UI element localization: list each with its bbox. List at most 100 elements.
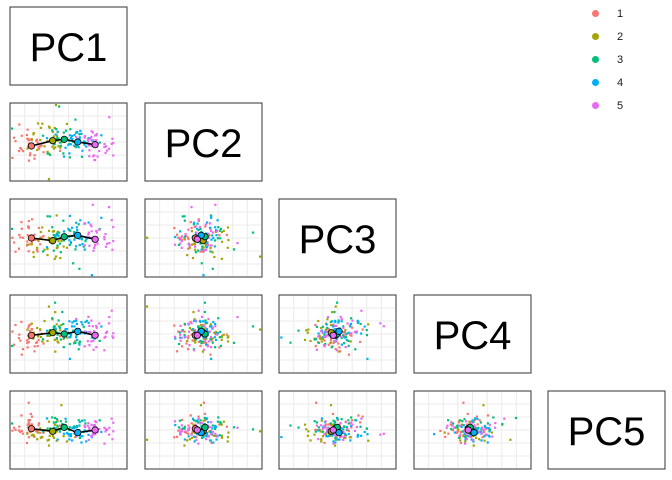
data-point bbox=[95, 229, 98, 233]
data-point bbox=[37, 424, 40, 427]
data-point bbox=[188, 244, 191, 247]
data-point bbox=[337, 319, 340, 322]
data-point bbox=[470, 438, 473, 441]
data-point bbox=[197, 219, 200, 222]
data-point bbox=[326, 326, 329, 329]
data-point bbox=[220, 338, 223, 341]
data-point bbox=[183, 238, 187, 241]
data-point bbox=[350, 416, 353, 419]
data-point bbox=[443, 431, 446, 434]
data-point bbox=[76, 130, 79, 134]
data-point bbox=[466, 412, 469, 416]
data-point bbox=[193, 242, 196, 245]
data-point bbox=[177, 429, 180, 432]
data-point bbox=[74, 248, 77, 251]
data-point bbox=[486, 441, 489, 444]
data-point bbox=[46, 253, 49, 257]
data-point bbox=[334, 438, 337, 441]
data-point bbox=[90, 135, 93, 139]
centroid-marker bbox=[91, 235, 99, 243]
centroid-marker bbox=[193, 331, 201, 339]
data-point bbox=[306, 434, 309, 437]
data-point bbox=[175, 350, 179, 353]
data-point bbox=[456, 428, 460, 431]
data-point bbox=[333, 422, 336, 426]
data-point bbox=[103, 142, 106, 146]
data-point bbox=[103, 349, 106, 352]
data-point bbox=[74, 245, 78, 248]
data-point bbox=[338, 438, 341, 441]
data-point bbox=[326, 333, 329, 336]
data-point bbox=[104, 430, 107, 433]
centroid-marker bbox=[27, 234, 36, 242]
data-point bbox=[46, 333, 49, 337]
data-point bbox=[80, 132, 83, 135]
data-point bbox=[45, 329, 49, 332]
data-point bbox=[365, 333, 369, 337]
data-point bbox=[335, 337, 338, 340]
data-point bbox=[112, 430, 115, 433]
data-point bbox=[88, 344, 91, 347]
data-point bbox=[342, 326, 345, 329]
data-point bbox=[365, 328, 368, 332]
centroid-marker bbox=[74, 327, 82, 335]
data-point bbox=[227, 335, 230, 338]
data-point bbox=[460, 425, 463, 429]
data-point bbox=[199, 242, 202, 245]
data-point bbox=[205, 321, 209, 324]
legend-label-1: 1 bbox=[617, 8, 624, 20]
data-point bbox=[180, 345, 184, 348]
data-point bbox=[18, 233, 21, 237]
data-point bbox=[75, 334, 78, 337]
data-point bbox=[32, 251, 35, 254]
legend-item-5: 5 bbox=[592, 98, 652, 114]
data-point bbox=[112, 225, 115, 229]
data-point bbox=[33, 350, 36, 353]
data-point bbox=[484, 433, 488, 436]
data-point bbox=[188, 426, 191, 429]
data-point bbox=[179, 230, 182, 233]
data-point bbox=[78, 133, 81, 136]
data-point bbox=[85, 145, 88, 148]
data-point bbox=[37, 338, 40, 342]
data-point bbox=[98, 419, 101, 422]
data-point bbox=[179, 237, 182, 240]
data-point bbox=[334, 328, 337, 331]
data-point bbox=[482, 404, 485, 407]
data-point bbox=[202, 320, 205, 323]
data-point bbox=[88, 149, 91, 152]
data-point bbox=[90, 336, 93, 339]
data-point bbox=[211, 231, 214, 234]
data-point bbox=[18, 425, 21, 428]
data-point bbox=[179, 433, 182, 436]
data-point bbox=[56, 230, 59, 233]
data-point bbox=[75, 221, 78, 224]
centroid-marker bbox=[193, 426, 201, 434]
data-point bbox=[32, 433, 35, 436]
data-point bbox=[51, 317, 54, 320]
data-point bbox=[95, 324, 98, 328]
data-point bbox=[112, 141, 115, 145]
data-point bbox=[217, 416, 220, 419]
data-point bbox=[336, 417, 339, 420]
data-point bbox=[220, 257, 223, 260]
legend-label-5: 5 bbox=[617, 100, 624, 112]
data-point bbox=[192, 319, 196, 322]
data-point bbox=[93, 330, 96, 333]
data-point bbox=[451, 428, 455, 432]
data-point bbox=[55, 214, 58, 217]
data-point bbox=[192, 221, 196, 224]
data-point bbox=[98, 339, 101, 342]
data-point bbox=[471, 420, 475, 424]
data-point bbox=[213, 434, 216, 437]
data-point bbox=[86, 340, 89, 343]
data-point bbox=[110, 309, 113, 312]
data-point bbox=[74, 340, 77, 343]
data-point bbox=[215, 333, 219, 336]
data-point bbox=[347, 339, 350, 342]
data-point bbox=[342, 430, 345, 433]
data-point bbox=[177, 330, 180, 333]
data-point bbox=[11, 236, 14, 239]
centroid-marker bbox=[27, 142, 36, 150]
data-point bbox=[87, 144, 90, 147]
